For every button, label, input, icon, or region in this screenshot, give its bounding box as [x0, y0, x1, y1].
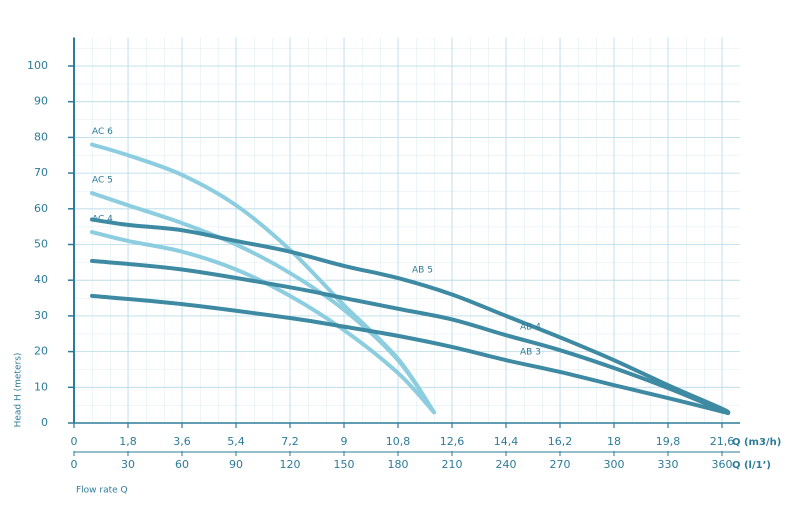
- y-tick-label: 70: [34, 166, 48, 179]
- x2-tick-label: 360: [712, 458, 733, 471]
- x-tick-label: 7,2: [281, 435, 299, 448]
- x2-tick-label: 120: [280, 458, 301, 471]
- x-tick-label: 19,8: [656, 435, 681, 448]
- x-tick-label: 12,6: [440, 435, 465, 448]
- y-tick-label: 50: [34, 238, 48, 251]
- x-tick-label: 10,8: [386, 435, 411, 448]
- x-tick-label: 1,8: [119, 435, 137, 448]
- x2-tick-label: 240: [496, 458, 517, 471]
- series-label: AB 5: [412, 266, 433, 276]
- series-label: AC 6: [92, 127, 113, 137]
- y-tick-label: 0: [41, 416, 48, 429]
- x2-tick-label: 330: [658, 458, 679, 471]
- x-tick-label: 9: [341, 435, 348, 448]
- x-tick-label: 16,2: [548, 435, 573, 448]
- x2-tick-label: 210: [442, 458, 463, 471]
- x-tick-label: 5,4: [227, 435, 245, 448]
- series-label: AB 4: [520, 323, 541, 333]
- note: Flow rate Q: [76, 486, 128, 496]
- x-tick-label: 21,6: [710, 435, 735, 448]
- x2-tick-label: 300: [604, 458, 625, 471]
- y-tick-label: 30: [34, 309, 48, 322]
- x2-tick-label: 90: [229, 458, 243, 471]
- curve: [90, 191, 436, 415]
- y-tick-label: 10: [34, 380, 48, 393]
- x-axis-label: Q (m3/h): [732, 437, 781, 448]
- y-tick-label: 60: [34, 202, 48, 215]
- x2-tick-label: 0: [71, 458, 78, 471]
- x-tick-label: 0: [71, 435, 78, 448]
- y-tick-label: 20: [34, 345, 48, 358]
- y-axis-label: Head H (meters): [14, 353, 24, 428]
- series-label: AC 5: [92, 176, 113, 186]
- x2-tick-label: 150: [334, 458, 355, 471]
- x2-tick-label: 270: [550, 458, 571, 471]
- x-tick-label: 14,4: [494, 435, 519, 448]
- curve: [90, 258, 730, 416]
- x2-axis-label: Q (l/1’): [732, 460, 771, 471]
- x-tick-label: 18: [607, 435, 621, 448]
- series-label: AB 3: [520, 348, 541, 358]
- curve: [90, 293, 730, 416]
- y-tick-label: 100: [27, 59, 48, 72]
- x2-tick-label: 60: [175, 458, 189, 471]
- y-tick-label: 90: [34, 95, 48, 108]
- y-tick-label: 80: [34, 130, 48, 143]
- y-tick-label: 40: [34, 273, 48, 286]
- x2-tick-label: 30: [121, 458, 135, 471]
- x-tick-label: 3,6: [173, 435, 191, 448]
- x2-tick-label: 180: [388, 458, 409, 471]
- curve: [90, 217, 731, 416]
